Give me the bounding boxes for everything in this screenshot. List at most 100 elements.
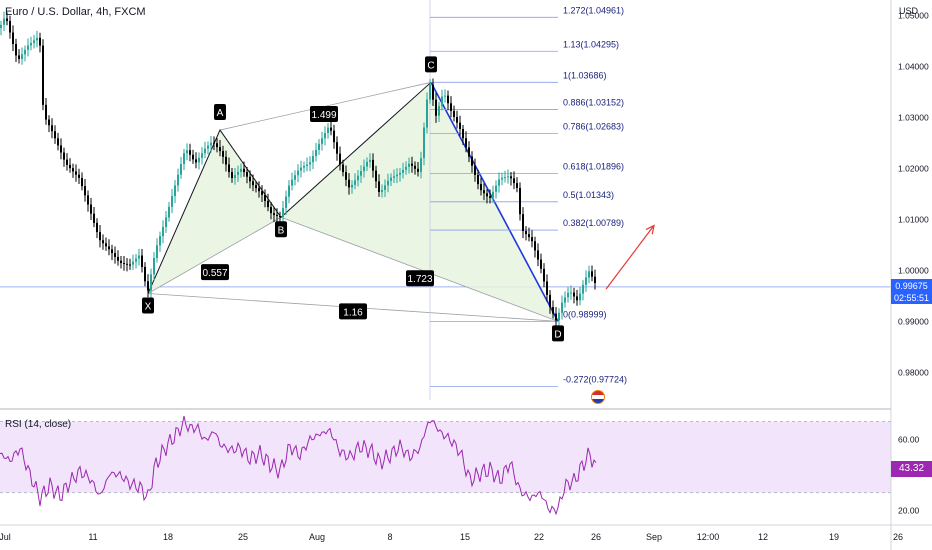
pattern-point-badge xyxy=(425,56,437,73)
price-candle xyxy=(333,124,335,149)
price-candle xyxy=(147,274,149,298)
fib-level-label: 0.5(1.01343) xyxy=(563,190,614,200)
price-candle xyxy=(525,226,527,241)
rsi-axis-tick: 60.00 xyxy=(898,434,920,444)
price-candle xyxy=(3,11,5,32)
price-candle xyxy=(495,180,497,199)
rsi-title: RSI (14, close) xyxy=(5,419,72,430)
price-candle xyxy=(399,167,401,182)
price-candle xyxy=(321,131,323,151)
price-candle xyxy=(39,32,41,53)
price-candle xyxy=(459,115,461,137)
price-candle xyxy=(57,132,59,151)
price-candle xyxy=(372,153,374,178)
price-candle xyxy=(183,148,185,171)
pattern-labels: X A B C D 0.557 1.499 1.723 1.16 xyxy=(142,56,655,342)
price-candle xyxy=(126,258,128,272)
price-candle xyxy=(363,159,365,178)
price-candle xyxy=(225,150,227,172)
price-candle xyxy=(432,78,434,107)
price-candle xyxy=(132,254,134,270)
pattern-point-label: C xyxy=(427,60,434,71)
time-axis-tick: Jul xyxy=(0,532,11,542)
price-candle xyxy=(429,79,431,104)
price-candle xyxy=(120,256,122,269)
price-candle xyxy=(291,172,293,191)
rsi-axis-tick: 20.00 xyxy=(898,505,920,515)
price-axis-tick: 1.03000 xyxy=(898,112,929,122)
price-candle xyxy=(309,156,311,172)
price-candle xyxy=(339,146,341,171)
price-candle xyxy=(219,139,221,157)
price-candle xyxy=(501,172,503,186)
price-candle xyxy=(543,263,545,288)
price-candle xyxy=(93,207,95,228)
price-candle xyxy=(84,179,86,202)
price-candle xyxy=(504,170,506,183)
price-candle xyxy=(111,244,113,261)
price-candle xyxy=(315,142,317,162)
rsi-band xyxy=(0,421,891,493)
price-candle xyxy=(516,177,518,193)
ratio-badge xyxy=(406,270,434,287)
price-candle xyxy=(423,122,425,166)
time-axis-tick: Sep xyxy=(646,532,662,542)
price-candle xyxy=(300,160,302,178)
price-candle xyxy=(552,300,554,319)
price-candle xyxy=(555,306,557,326)
time-axis-tick: 25 xyxy=(238,532,248,542)
price-candle xyxy=(45,98,47,125)
current-price-value: 0.99675 xyxy=(895,280,928,291)
price-candle xyxy=(72,163,74,178)
price-candle xyxy=(438,101,440,122)
price-candle xyxy=(261,185,263,202)
price-candle xyxy=(159,231,161,252)
price-candle xyxy=(345,165,347,187)
price-candle xyxy=(231,168,233,183)
price-candle xyxy=(465,131,467,153)
xab-triangle-fill xyxy=(148,130,281,294)
price-candle xyxy=(378,174,380,197)
fib-level-label: 0(0.98999) xyxy=(563,309,607,319)
time-axis-tick: 11 xyxy=(88,532,97,542)
price-candle xyxy=(312,150,314,170)
time-axis-tick: 22 xyxy=(534,532,544,542)
price-candle xyxy=(267,193,269,212)
price-candle xyxy=(204,141,206,159)
us-flag-event-icon[interactable] xyxy=(591,390,605,404)
price-candle xyxy=(213,136,215,151)
price-candle xyxy=(411,156,413,173)
price-candle xyxy=(357,169,359,187)
price-candle xyxy=(360,165,362,183)
price-candle xyxy=(171,188,173,214)
price-candle xyxy=(489,189,491,204)
pattern-point-label: A xyxy=(217,108,224,119)
price-candle xyxy=(396,168,398,184)
price-candle xyxy=(222,145,224,164)
price-candle xyxy=(87,190,89,212)
price-candle xyxy=(540,253,542,274)
ratio-badge xyxy=(201,264,229,281)
time-axis-tick: 26 xyxy=(893,532,903,542)
price-candle xyxy=(354,173,356,190)
price-candles xyxy=(0,11,596,328)
price-candle xyxy=(558,308,560,328)
bcd-triangle-fill xyxy=(281,82,558,322)
price-candle xyxy=(30,36,32,51)
time-axis-tick: Aug xyxy=(309,532,325,542)
pattern-point-badge xyxy=(552,325,564,342)
price-candle xyxy=(0,20,2,36)
price-candle xyxy=(81,172,83,191)
price-candle xyxy=(27,38,29,57)
price-candle xyxy=(375,165,377,188)
price-candle xyxy=(15,38,17,62)
price-candle xyxy=(576,289,578,306)
price-candle xyxy=(561,295,563,320)
price-candle xyxy=(9,15,11,39)
price-axis-tick: 1.02000 xyxy=(898,163,929,173)
price-candle xyxy=(366,157,368,172)
price-candle xyxy=(546,274,548,302)
price-candle xyxy=(135,253,137,269)
